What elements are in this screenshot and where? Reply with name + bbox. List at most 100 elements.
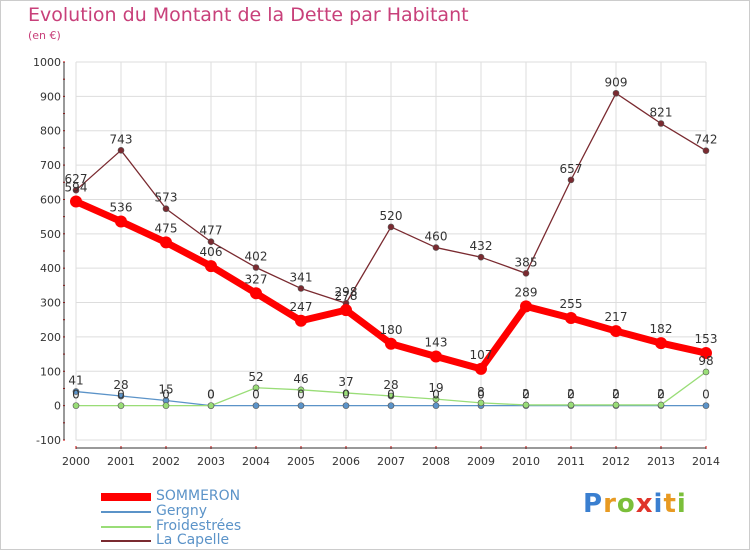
x-tick-label: 2012 (602, 455, 630, 468)
data-label-sommeron: 594 (65, 181, 88, 195)
data-point-sommeron (520, 300, 532, 313)
data-label-gergny: 0 (477, 388, 485, 402)
data-label-gergny: 0 (252, 388, 260, 402)
series (70, 89, 712, 409)
data-label-sommeron: 278 (335, 289, 358, 303)
data-point-gergny (702, 402, 710, 409)
data-label-la-capelle: 385 (515, 255, 538, 269)
x-tick-label: 2006 (332, 455, 360, 468)
data-label-la-capelle: 298 (335, 285, 358, 299)
legend-item-la-capelle: La Capelle (101, 532, 361, 549)
legend-label-sommeron: SOMMERON (156, 488, 241, 504)
legend-item-sommeron: SOMMERON (101, 488, 361, 505)
y-tick-label: 500 (40, 228, 61, 241)
data-point-gergny (387, 402, 395, 409)
data-label-sommeron: 217 (605, 310, 628, 324)
data-label-sommeron: 327 (245, 272, 268, 286)
data-label-la-capelle: 743 (110, 132, 133, 146)
x-tick-label: 2000 (62, 455, 90, 468)
data-point-sommeron (565, 312, 577, 325)
y-tick-label: 400 (40, 262, 61, 275)
data-label-froidestr-es: 37 (338, 375, 353, 389)
data-label-gergny: 0 (612, 388, 620, 402)
data-label-sommeron: 255 (560, 297, 583, 311)
logo-letter: x (635, 489, 654, 519)
data-label-gergny: 0 (432, 388, 440, 402)
axes: -100010020030040050060070080090010002000… (33, 56, 720, 468)
legend-label-la-capelle: La Capelle (156, 532, 230, 548)
data-point-la-capelle (207, 238, 215, 246)
x-tick-label: 2014 (692, 455, 720, 468)
data-point-sommeron (160, 236, 172, 249)
data-label-la-capelle: 627 (65, 172, 88, 186)
y-tick-label: 100 (40, 365, 61, 378)
data-point-sommeron (115, 215, 127, 228)
chart-unit: (en €) (28, 29, 61, 42)
data-label-froidestr-es: 28 (383, 378, 398, 392)
data-label-sommeron: 247 (290, 300, 313, 314)
logo-letter: P (583, 489, 604, 519)
data-point-la-capelle (612, 89, 620, 97)
chart-title: Evolution du Montant de la Dette par Hab… (28, 4, 469, 26)
data-point-froidestr-es (612, 401, 620, 409)
data-point-froidestr-es (207, 402, 215, 409)
data-point-sommeron (205, 260, 217, 273)
data-label-gergny: 28 (113, 378, 128, 392)
data-point-sommeron (250, 287, 262, 300)
data-point-froidestr-es (522, 401, 530, 409)
data-label-la-capelle: 821 (650, 106, 673, 120)
data-point-la-capelle (702, 147, 710, 154)
y-tick-label: 900 (40, 90, 61, 103)
data-point-froidestr-es (387, 392, 395, 400)
y-tick-label: 800 (40, 125, 61, 138)
data-label-la-capelle: 520 (380, 209, 403, 223)
legend-swatch-gergny (101, 511, 151, 513)
data-label-froidestr-es: 46 (293, 372, 308, 386)
data-point-la-capelle (72, 186, 80, 194)
y-tick-label: -100 (36, 434, 61, 447)
data-label-sommeron: 289 (515, 285, 538, 299)
data-label-sommeron: 475 (155, 221, 178, 235)
data-label-la-capelle: 657 (560, 162, 583, 176)
data-point-froidestr-es (162, 402, 170, 409)
data-label-gergny: 0 (207, 388, 215, 402)
data-point-la-capelle (657, 120, 665, 127)
data-point-sommeron (700, 347, 712, 360)
data-point-sommeron (610, 325, 622, 338)
legend-item-gergny: Gergny (101, 503, 361, 520)
data-label-gergny: 0 (342, 388, 350, 402)
data-point-gergny (252, 402, 260, 409)
data-point-froidestr-es (297, 386, 305, 394)
data-point-la-capelle (162, 205, 170, 213)
data-label-froidestr-es: 0 (117, 388, 125, 402)
data-point-la-capelle (117, 147, 125, 154)
data-label-gergny: 15 (158, 382, 173, 396)
x-tick-label: 2011 (557, 455, 585, 468)
data-label-sommeron: 153 (695, 332, 718, 346)
data-label-la-capelle: 573 (155, 191, 178, 205)
data-label-froidestr-es: 2 (567, 387, 575, 401)
data-label-la-capelle: 909 (605, 75, 628, 89)
y-tick-label: 600 (40, 193, 61, 206)
data-label-gergny: 0 (522, 388, 530, 402)
data-label-froidestr-es: 0 (207, 388, 215, 402)
data-point-la-capelle (252, 264, 260, 271)
data-point-gergny (342, 402, 350, 409)
legend-swatch-sommeron (101, 493, 151, 501)
data-point-la-capelle (387, 223, 395, 231)
x-tick-label: 2007 (377, 455, 405, 468)
legend-label-froidestrees: Froidestrées (156, 518, 242, 534)
data-label-sommeron: 107 (470, 348, 493, 362)
data-point-gergny (117, 392, 125, 400)
data-point-froidestr-es (342, 389, 350, 397)
data-point-sommeron (340, 304, 352, 317)
data-label-froidestr-es: 0 (162, 388, 170, 402)
data-label-gergny: 0 (297, 388, 305, 402)
data-point-froidestr-es (117, 402, 125, 409)
data-point-gergny (297, 402, 305, 409)
logo-letter: i (653, 489, 664, 519)
x-tick-label: 2004 (242, 455, 270, 468)
logo-letter: o (616, 489, 636, 519)
data-point-la-capelle (297, 285, 305, 292)
data-label-gergny: 41 (68, 374, 83, 388)
